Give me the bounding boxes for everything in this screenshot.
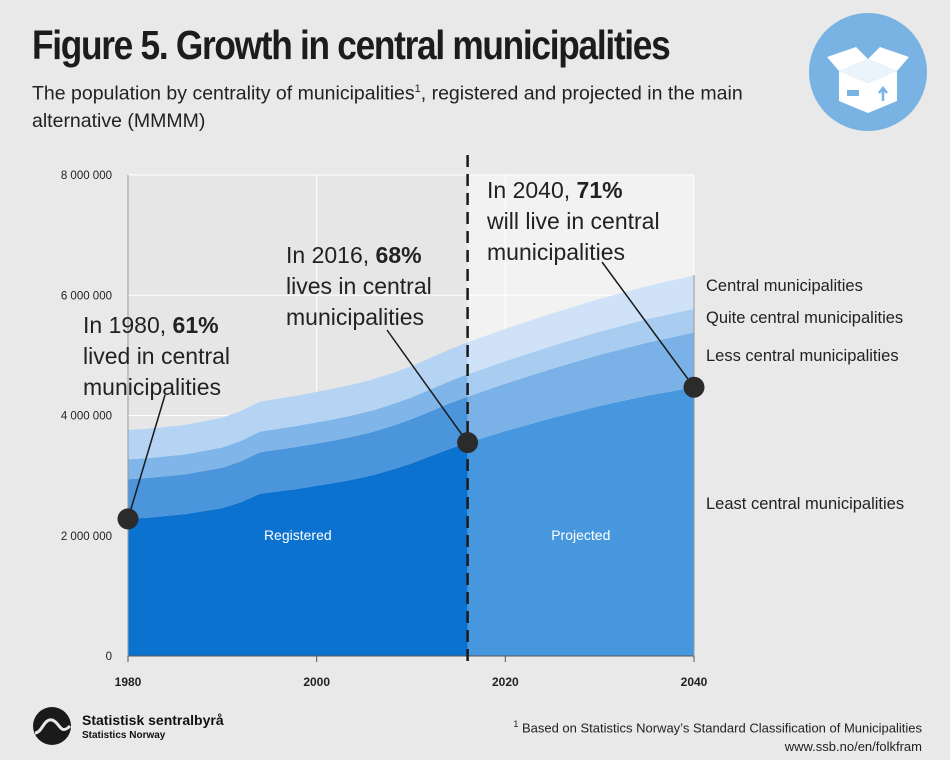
subtitle-footnote-mark: 1 <box>414 83 421 95</box>
annotation-line1: In 2016, 68% <box>286 242 422 268</box>
logo-subname: Statistics Norway <box>82 730 166 741</box>
annotation-line2: lived in central <box>83 343 230 369</box>
box-icon <box>827 47 909 113</box>
legend-label: Less central municipalities <box>706 347 899 365</box>
footnote-text: Based on Statistics Norway’s Standard Cl… <box>518 720 922 736</box>
annotation-line3: municipalities <box>487 239 625 265</box>
annotation-line3: municipalities <box>83 374 221 400</box>
annotation-marker <box>117 508 139 530</box>
subtitle-part2: , registered and projected in the main a… <box>32 82 743 132</box>
area-registered-less-central-municipalities <box>128 396 468 519</box>
y-tick-label: 2 000 000 <box>61 531 112 543</box>
source-link[interactable]: www.ssb.no/en/folkfram <box>784 739 922 755</box>
x-tick-label: 2040 <box>681 675 708 689</box>
footnote: 1 Based on Statistics Norway’s Standard … <box>513 715 922 756</box>
x-tick-label: 1980 <box>115 675 142 689</box>
page-subtitle: The population by centrality of municipa… <box>32 76 792 135</box>
annotation-marker <box>457 432 479 454</box>
annotation-line1: In 1980, 61% <box>83 312 219 338</box>
annotation-leader-line <box>601 261 695 388</box>
x-tick-label: 2020 <box>492 675 519 689</box>
ssb-logo-icon <box>33 707 72 745</box>
legend-label: Quite central municipalities <box>706 309 903 327</box>
area-projected-less-central-municipalities <box>467 332 694 443</box>
x-tick-label: 2000 <box>303 675 330 689</box>
area-projected-central-municipalities <box>467 275 694 375</box>
annotation-line2: lives in central <box>286 273 432 299</box>
subtitle-part1: The population by centrality of municipa… <box>32 82 415 105</box>
area-registered-least-central-municipalities <box>128 442 468 656</box>
annotation-line2: will live in central <box>486 208 660 234</box>
legend-label: Central municipalities <box>706 277 863 295</box>
footnote-mark: 1 <box>513 719 519 729</box>
region-label-registered: Registered <box>264 527 332 543</box>
area-registered-quite-central-municipalities <box>128 374 468 480</box>
annotation-marker <box>683 376 705 398</box>
page-title: Figure 5. Growth in central municipaliti… <box>32 22 671 68</box>
region-label-projected: Projected <box>551 527 610 543</box>
area-projected-quite-central-municipalities <box>467 308 694 397</box>
y-tick-label: 4 000 000 <box>61 411 112 423</box>
area-registered-central-municipalities <box>128 342 468 460</box>
annotation-line1: In 2040, 71% <box>487 177 623 203</box>
y-tick-label: 8 000 000 <box>61 170 112 182</box>
logo-name: Statistisk sentralbyrå <box>82 712 224 728</box>
legend-label: Least central municipalities <box>706 495 904 513</box>
annotation-line3: municipalities <box>286 304 424 330</box>
annotation-leader-line <box>127 394 166 520</box>
y-tick-label: 0 <box>106 651 112 663</box>
badge <box>809 13 927 131</box>
area-projected-least-central-municipalities <box>467 387 694 656</box>
annotation-leader-line <box>386 329 469 443</box>
y-tick-label: 6 000 000 <box>61 290 112 302</box>
